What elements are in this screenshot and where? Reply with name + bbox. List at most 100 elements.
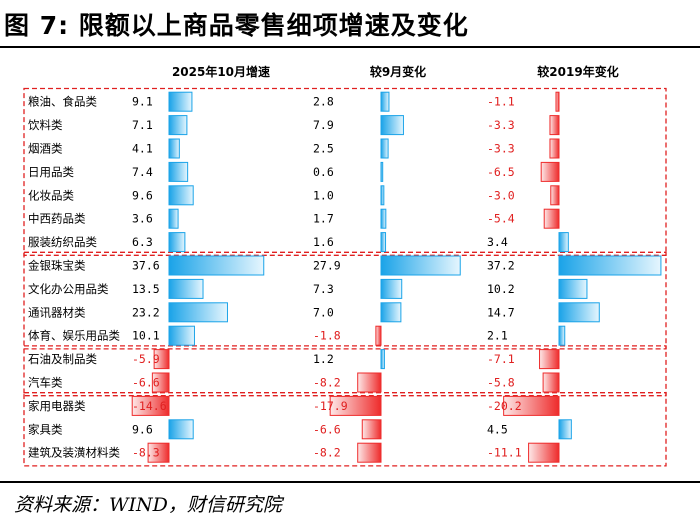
data-bar bbox=[168, 208, 179, 229]
data-value: -8.3 bbox=[132, 446, 160, 460]
data-bar bbox=[168, 161, 189, 182]
figure-title: 图 7: 限额以上商品零售细项增速及变化 bbox=[4, 11, 469, 40]
data-value: 1.7 bbox=[313, 212, 334, 226]
data-value: 7.9 bbox=[313, 118, 334, 132]
data-value: 9.6 bbox=[132, 188, 153, 202]
category-label: 家具类 bbox=[28, 422, 63, 436]
group-border bbox=[23, 345, 667, 397]
data-value: 1.2 bbox=[313, 352, 334, 366]
data-value: -6.6 bbox=[132, 376, 160, 390]
category-label: 汽车类 bbox=[28, 376, 63, 390]
data-value: -8.2 bbox=[313, 376, 341, 390]
data-bar bbox=[380, 91, 390, 112]
data-bar bbox=[558, 232, 569, 253]
data-bar bbox=[168, 185, 194, 206]
data-value: 23.2 bbox=[132, 305, 160, 319]
data-value: 4.5 bbox=[487, 422, 508, 436]
data-bar bbox=[550, 185, 560, 206]
data-bar bbox=[168, 419, 194, 440]
source-rule bbox=[0, 481, 700, 483]
data-value: 2.5 bbox=[313, 142, 334, 156]
data-bar bbox=[380, 302, 402, 323]
data-bar bbox=[380, 115, 404, 136]
data-bar bbox=[380, 232, 387, 253]
group-border bbox=[23, 251, 667, 350]
data-value: -5.4 bbox=[487, 212, 515, 226]
data-bar bbox=[380, 255, 461, 276]
data-value: -3.3 bbox=[487, 142, 515, 156]
source-note: 资料来源：WIND，财信研究院 bbox=[14, 494, 282, 516]
data-value: 27.9 bbox=[313, 259, 341, 273]
data-value: 2.8 bbox=[313, 95, 334, 109]
category-label: 化妆品类 bbox=[28, 188, 74, 202]
data-bar bbox=[131, 395, 170, 416]
data-bar bbox=[380, 349, 385, 370]
data-bar bbox=[558, 255, 662, 276]
data-bar bbox=[380, 208, 387, 229]
data-bar bbox=[151, 372, 170, 393]
category-label: 石油及制品类 bbox=[28, 352, 97, 366]
data-value: -6.5 bbox=[487, 165, 515, 179]
data-value: -5.9 bbox=[132, 352, 160, 366]
data-bar bbox=[558, 419, 572, 440]
data-bar bbox=[528, 442, 560, 463]
data-bar bbox=[380, 161, 384, 182]
data-value: -1.8 bbox=[313, 329, 341, 343]
group-border bbox=[23, 87, 667, 256]
data-value: 3.6 bbox=[132, 212, 153, 226]
data-bar bbox=[168, 255, 265, 276]
data-value: 3.4 bbox=[487, 235, 508, 249]
data-value: -1.1 bbox=[487, 95, 515, 109]
category-label: 文化办公用品类 bbox=[28, 282, 109, 296]
data-value: -5.8 bbox=[487, 376, 515, 390]
data-bar bbox=[543, 208, 560, 229]
data-value: 13.5 bbox=[132, 282, 160, 296]
category-label: 建筑及装潢材料类 bbox=[28, 446, 120, 460]
data-value: 4.1 bbox=[132, 142, 153, 156]
data-value: -3.3 bbox=[487, 118, 515, 132]
data-value: 7.3 bbox=[313, 282, 334, 296]
group-border bbox=[23, 392, 667, 467]
data-bar bbox=[168, 232, 186, 253]
data-value: -11.1 bbox=[487, 446, 522, 460]
data-value: 37.2 bbox=[487, 259, 515, 273]
data-value: 10.1 bbox=[132, 329, 160, 343]
data-value: 10.2 bbox=[487, 282, 515, 296]
data-bar bbox=[539, 349, 560, 370]
data-bar bbox=[168, 91, 193, 112]
data-value: -20.2 bbox=[487, 399, 522, 413]
data-value: 6.3 bbox=[132, 235, 153, 249]
data-value: 14.7 bbox=[487, 305, 515, 319]
data-bar bbox=[147, 442, 170, 463]
category-label: 通讯器材类 bbox=[28, 305, 86, 319]
data-value: 9.1 bbox=[132, 95, 153, 109]
data-value: 7.0 bbox=[313, 305, 334, 319]
data-bar bbox=[168, 278, 204, 299]
data-bar bbox=[558, 278, 588, 299]
column-header: 较2019年变化 bbox=[537, 64, 618, 79]
category-label: 粮油、食品类 bbox=[28, 95, 97, 109]
data-value: -6.6 bbox=[313, 422, 341, 436]
data-bar bbox=[540, 161, 560, 182]
column-header: 2025年10月增速 bbox=[172, 64, 270, 79]
data-bar bbox=[357, 442, 382, 463]
data-value: -17.9 bbox=[313, 399, 348, 413]
data-value: 0.6 bbox=[313, 165, 334, 179]
data-bar bbox=[168, 302, 228, 323]
data-value: -8.2 bbox=[313, 446, 341, 460]
data-value: 2.1 bbox=[487, 329, 508, 343]
category-label: 烟酒类 bbox=[28, 142, 63, 156]
data-bar bbox=[361, 419, 382, 440]
category-label: 饮料类 bbox=[28, 118, 63, 132]
category-label: 家用电器类 bbox=[28, 399, 86, 413]
data-bar bbox=[357, 372, 382, 393]
data-value: 7.1 bbox=[132, 118, 153, 132]
category-label: 金银珠宝类 bbox=[28, 259, 86, 273]
data-bar bbox=[558, 302, 600, 323]
title-rule bbox=[0, 46, 700, 48]
category-label: 服装纺织品类 bbox=[28, 235, 97, 249]
data-bar bbox=[329, 395, 382, 416]
data-bar bbox=[380, 185, 385, 206]
data-bar bbox=[375, 325, 382, 346]
